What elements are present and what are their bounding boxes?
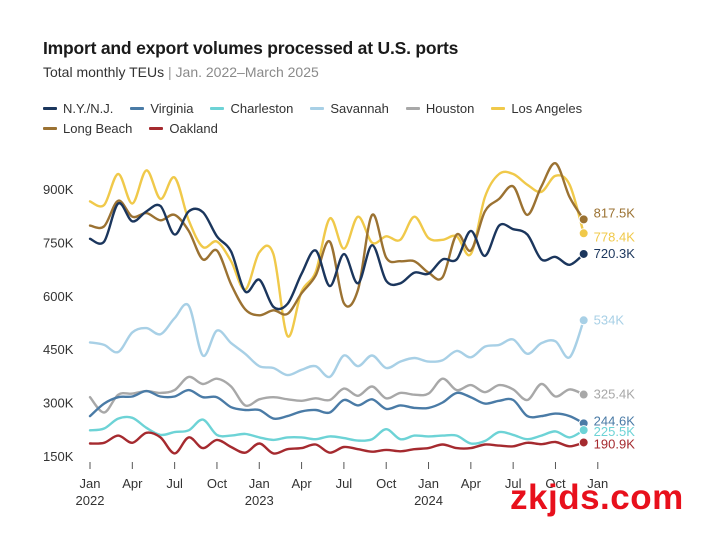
legend-item-long-beach[interactable]: Long Beach	[43, 121, 132, 136]
legend-label: Charleston	[230, 100, 294, 116]
series-line-oakland	[88, 431, 585, 455]
legend-swatch	[43, 126, 57, 130]
legend-swatch	[405, 106, 420, 110]
series-line-houston	[88, 375, 585, 414]
y-axis: 150K 300K 450K 600K 750K 900K	[43, 182, 74, 464]
end-label-los-angeles: 778.4K	[594, 229, 636, 244]
x-tick-label: Jan	[418, 476, 439, 491]
end-label-savannah: 534K	[594, 312, 625, 327]
y-tick-label: 450K	[43, 342, 74, 357]
series-lines	[88, 162, 585, 455]
x-tick-label: Apr	[291, 476, 312, 491]
end-point-houston	[578, 389, 589, 400]
watermark-text: zkjds.com	[510, 478, 684, 517]
x-tick-label: Jul	[166, 476, 183, 491]
y-tick-label: 300K	[43, 396, 74, 411]
end-label-oakland: 190.9K	[594, 436, 636, 451]
x-tick-label: Oct	[376, 476, 397, 491]
legend-label: N.Y./N.J.	[63, 100, 114, 116]
x-year-label: 2022	[76, 493, 105, 508]
legend-swatch	[43, 106, 57, 110]
subtitle-separator: |	[168, 64, 172, 80]
legend-item-virginia[interactable]: Virginia	[130, 101, 193, 116]
legend-item-oakland[interactable]: Oakland	[149, 120, 218, 136]
end-label-charleston: 225.5K	[594, 424, 636, 439]
legend-item-charleston[interactable]: Charleston	[210, 101, 293, 116]
series-line-savannah	[88, 303, 585, 379]
end-label-n-y-n-j: 720.3K	[594, 246, 636, 261]
legend-label: Savannah	[330, 100, 389, 116]
x-tick-label: Apr	[461, 476, 482, 491]
legend-swatch	[210, 106, 225, 110]
legend-label: Los Angeles	[511, 100, 583, 116]
legend-item-houston[interactable]: Houston	[405, 100, 475, 116]
chart-subtitle: Total monthly TEUs | Jan. 2022–March 202…	[43, 64, 319, 80]
subtitle-units: Total monthly TEUs	[43, 64, 165, 80]
x-tick-label: Jan	[249, 476, 270, 491]
x-tick-label: Apr	[122, 476, 143, 491]
y-tick-label: 900K	[43, 182, 74, 197]
x-axis: Jan 2022 Apr Jul Oct Jan 2023 Apr Jul Oct Jan 2024 A…	[76, 462, 608, 508]
chart-legend: N.Y./N.J. Virginia Charleston Savannah H…	[43, 98, 643, 138]
legend-label: Long Beach	[63, 120, 133, 136]
series-line-long-beach	[88, 162, 585, 317]
x-tick-label: Jul	[336, 476, 353, 491]
x-year-label: 2023	[245, 493, 274, 508]
y-tick-label: 150K	[43, 449, 74, 464]
end-markers	[578, 214, 589, 448]
x-tick-label: Oct	[207, 476, 228, 491]
legend-swatch	[491, 106, 506, 110]
legend-swatch	[149, 126, 164, 130]
legend-item-los-angeles[interactable]: Los Angeles	[491, 101, 582, 116]
end-point-los-angeles	[578, 228, 589, 239]
chart-title: Import and export volumes processed at U…	[43, 38, 459, 58]
series-line-n-y-n-j	[88, 202, 585, 311]
end-label-long-beach: 817.5K	[594, 205, 636, 220]
legend-label: Oakland	[169, 120, 218, 136]
y-tick-label: 600K	[43, 289, 74, 304]
end-point-long-beach	[578, 214, 589, 225]
x-tick-label: Jan	[587, 476, 608, 491]
end-point-charleston	[578, 425, 589, 436]
end-point-n-y-n-j	[578, 248, 589, 259]
legend-item-nynj[interactable]: N.Y./N.J.	[43, 101, 113, 116]
x-tick-label: Jan	[80, 476, 101, 491]
legend-swatch	[130, 106, 145, 110]
legend-row-1: N.Y./N.J. Virginia Charleston Savannah H…	[43, 98, 643, 118]
series-line-charleston	[88, 415, 585, 445]
end-label-houston: 325.4K	[594, 387, 636, 402]
end-point-savannah	[578, 315, 589, 326]
x-tick-label: Jul	[505, 476, 522, 491]
x-tick-label: Oct	[545, 476, 566, 491]
legend-swatch	[310, 106, 325, 110]
legend-label: Virginia	[150, 100, 194, 116]
legend-row-2: Long Beach Oakland	[43, 118, 643, 138]
y-tick-label: 750K	[43, 235, 74, 250]
end-point-oakland	[578, 437, 589, 448]
legend-item-savannah[interactable]: Savannah	[310, 101, 389, 116]
series-line-los-angeles	[88, 169, 585, 338]
end-label-virginia: 244.6K	[594, 413, 636, 428]
subtitle-date-range: Jan. 2022–March 2025	[175, 64, 319, 80]
legend-label: Houston	[425, 100, 475, 116]
series-line-virginia	[88, 388, 585, 425]
x-year-label: 2024	[414, 493, 443, 508]
